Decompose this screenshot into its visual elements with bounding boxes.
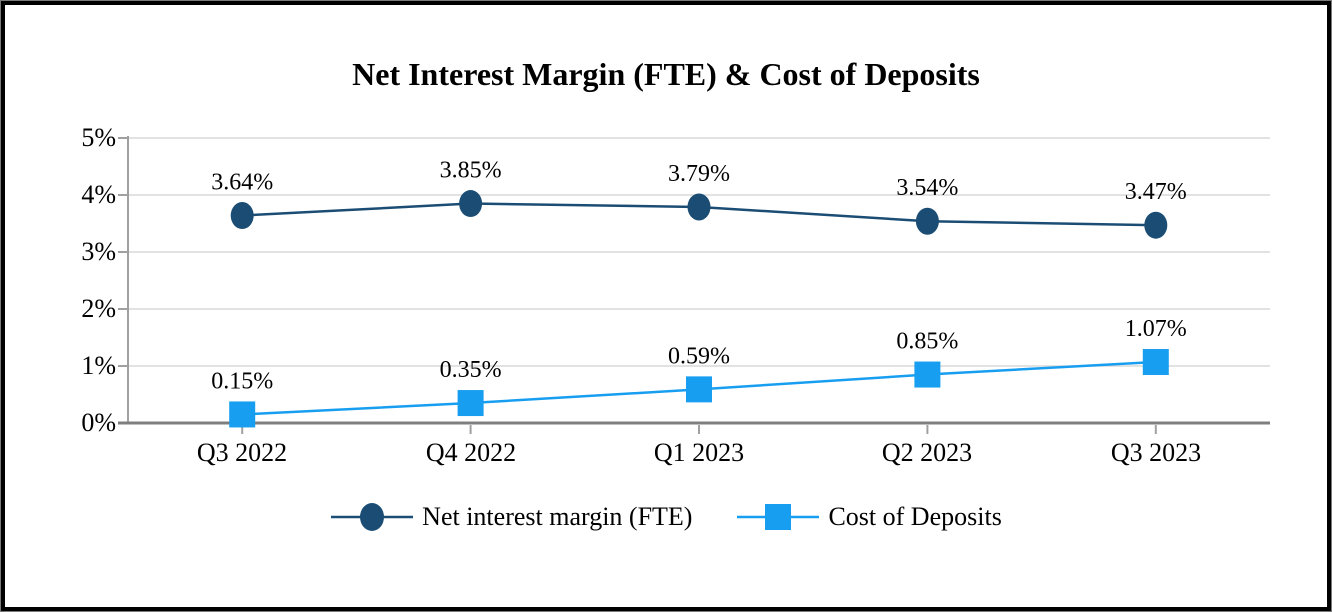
data-point-label: 3.85% xyxy=(440,158,502,184)
data-point-label: 0.15% xyxy=(211,368,273,394)
data-point-square xyxy=(457,390,484,417)
y-axis-label: 1% xyxy=(81,351,116,380)
legend-label: Net interest margin (FTE) xyxy=(422,502,693,531)
y-axis-label: 3% xyxy=(81,237,116,266)
data-point-square xyxy=(229,401,256,428)
data-point-label: 3.54% xyxy=(896,175,958,201)
line-circle-marker-icon xyxy=(331,503,414,531)
y-axis-label: 4% xyxy=(81,180,116,209)
data-point-label: 0.59% xyxy=(668,343,730,369)
data-point-label: 0.85% xyxy=(896,329,958,355)
y-axis-label: 2% xyxy=(81,294,116,323)
legend-item-cost-of-deposits: Cost of Deposits xyxy=(736,500,1002,534)
data-point-label: 3.47% xyxy=(1125,179,1187,205)
data-point-label: 0.35% xyxy=(440,357,502,383)
x-axis-label: Q2 2023 xyxy=(881,438,973,467)
legend: Net interest margin (FTE) Cost of Deposi… xyxy=(0,500,1332,534)
data-point-label: 3.64% xyxy=(211,170,273,196)
y-axis-label: 5% xyxy=(81,123,116,152)
chart-title: Net Interest Margin (FTE) & Cost of Depo… xyxy=(352,56,980,92)
data-point-circle xyxy=(230,202,254,230)
x-axis-label: Q3 2023 xyxy=(1110,438,1202,467)
data-point-square xyxy=(914,361,941,388)
data-point-circle xyxy=(1144,211,1168,239)
x-axis-label: Q1 2023 xyxy=(653,438,745,467)
y-axis-label: 0% xyxy=(81,408,116,437)
x-axis-label: Q4 2022 xyxy=(425,438,517,467)
data-point-label: 3.79% xyxy=(668,161,730,187)
data-point-circle xyxy=(459,190,483,218)
legend-item-net-interest-margin: Net interest margin (FTE) xyxy=(330,500,692,534)
line-square-marker-icon xyxy=(737,504,820,530)
data-point-circle xyxy=(915,207,939,235)
data-point-circle xyxy=(687,193,711,221)
x-axis-label: Q3 2022 xyxy=(196,438,288,467)
legend-label: Cost of Deposits xyxy=(828,502,1002,531)
data-point-square xyxy=(686,376,712,403)
data-point-label: 1.07% xyxy=(1125,316,1187,342)
data-point-square xyxy=(1142,349,1169,376)
